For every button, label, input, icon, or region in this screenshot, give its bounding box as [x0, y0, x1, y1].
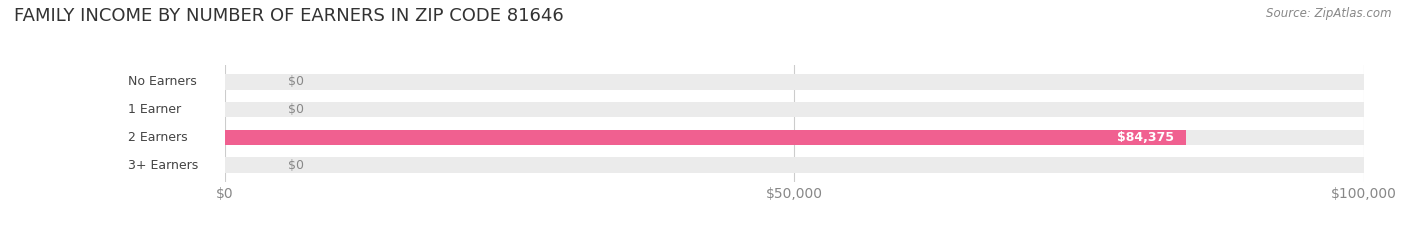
Text: $0: $0: [288, 103, 304, 116]
Text: No Earners: No Earners: [128, 75, 197, 88]
Bar: [225, 130, 1185, 145]
Text: $0: $0: [288, 159, 304, 171]
Text: FAMILY INCOME BY NUMBER OF EARNERS IN ZIP CODE 81646: FAMILY INCOME BY NUMBER OF EARNERS IN ZI…: [14, 7, 564, 25]
Bar: [225, 102, 1364, 117]
Text: 2 Earners: 2 Earners: [128, 131, 188, 144]
Bar: [225, 158, 1364, 173]
Text: $84,375: $84,375: [1118, 131, 1174, 144]
Bar: [225, 74, 1364, 89]
Bar: [225, 130, 1364, 145]
Text: Source: ZipAtlas.com: Source: ZipAtlas.com: [1267, 7, 1392, 20]
Text: 3+ Earners: 3+ Earners: [128, 159, 198, 171]
Text: 1 Earner: 1 Earner: [128, 103, 181, 116]
Text: $0: $0: [288, 75, 304, 88]
